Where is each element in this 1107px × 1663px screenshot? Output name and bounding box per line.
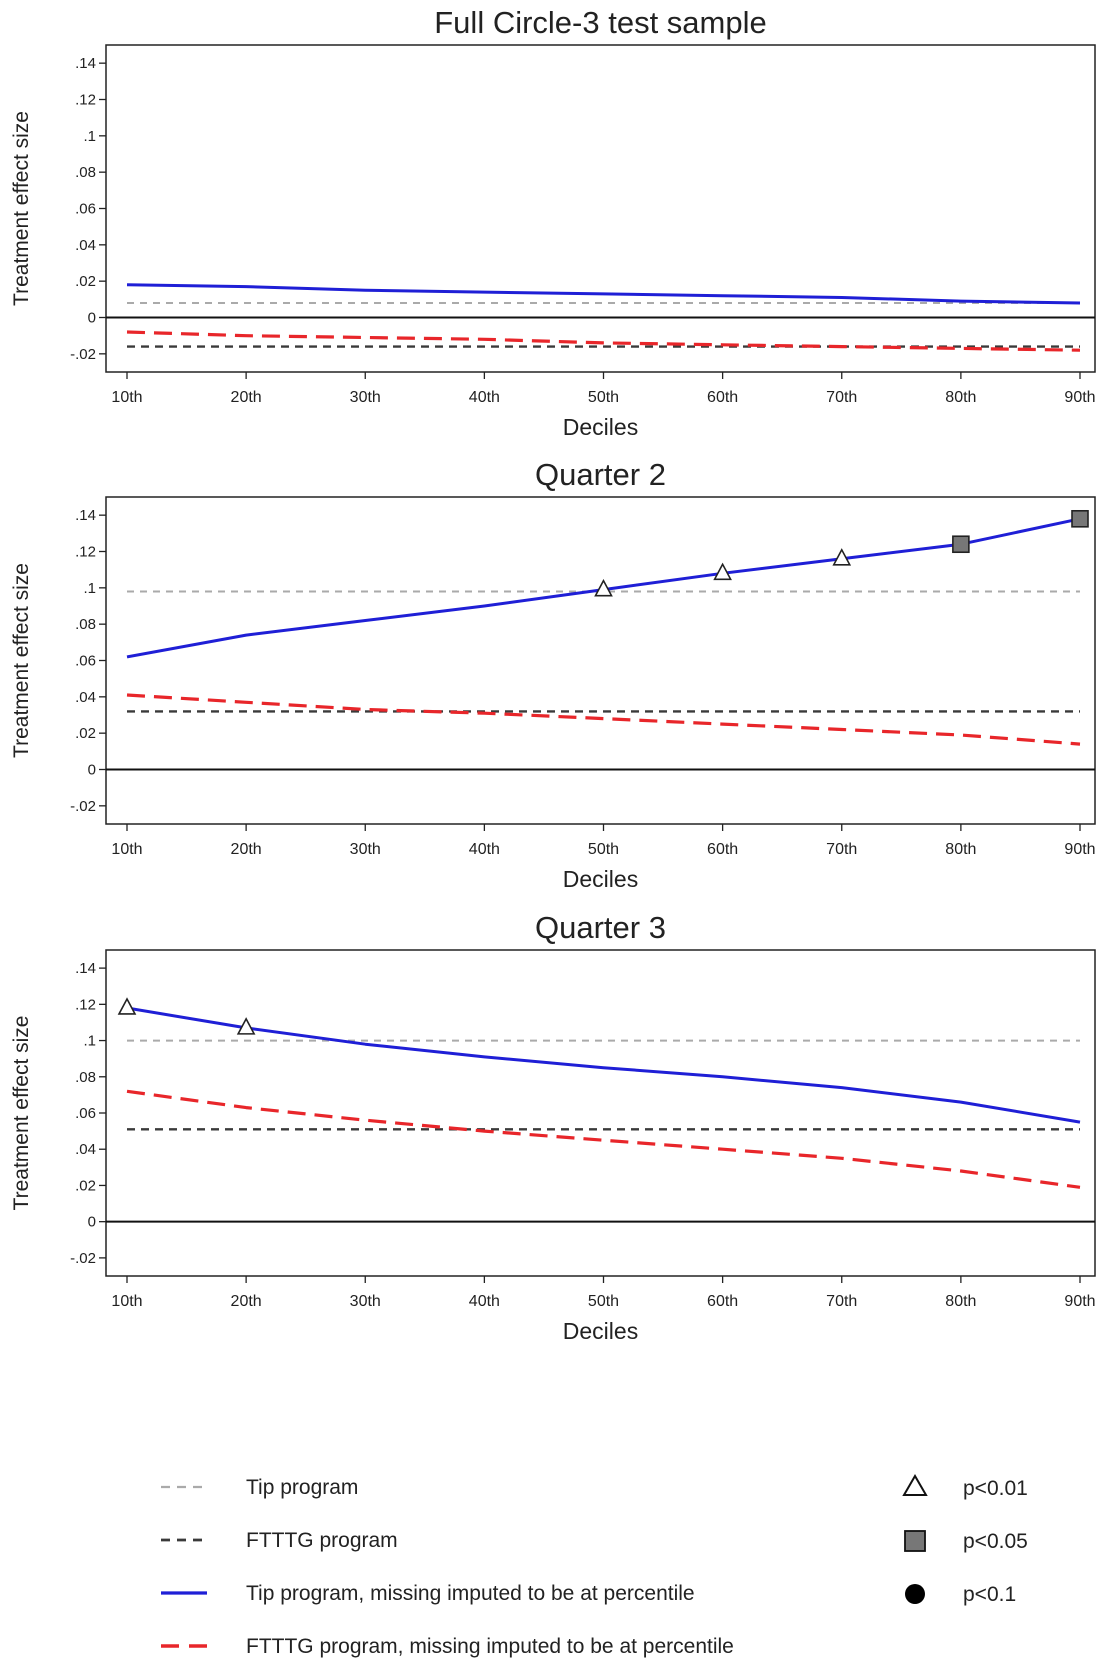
x-tick-label: 10th bbox=[111, 389, 142, 406]
legend-label: FTTTG program bbox=[246, 1529, 398, 1552]
legend-marker-square bbox=[904, 1530, 926, 1552]
x-tick-label: 30th bbox=[350, 841, 381, 858]
data-point-marker-triangle bbox=[117, 997, 137, 1015]
y-tick-label: .04 bbox=[75, 1141, 96, 1158]
data-point-marker-triangle bbox=[832, 548, 852, 566]
data-point-marker-triangle bbox=[713, 562, 732, 581]
x-tick-label: 40th bbox=[469, 1293, 500, 1310]
legend-marker-triangle bbox=[902, 1474, 928, 1496]
x-tick-label: 70th bbox=[826, 389, 857, 406]
x-tick-label: 60th bbox=[707, 1293, 738, 1310]
x-tick-label: 30th bbox=[350, 389, 381, 406]
y-tick-label: 0 bbox=[88, 1214, 96, 1231]
chart-title: Full Circle-3 test sample bbox=[434, 5, 766, 40]
legend-marker-label: p<0.05 bbox=[963, 1530, 1028, 1553]
x-tick-label: 60th bbox=[707, 389, 738, 406]
y-tick-label: .02 bbox=[75, 725, 96, 742]
y-tick-label: .14 bbox=[75, 55, 96, 72]
y-tick-label: -.02 bbox=[70, 1250, 96, 1267]
legend-square-icon bbox=[904, 1530, 926, 1552]
y-tick-label: .06 bbox=[75, 201, 96, 218]
legend-label: Tip program bbox=[246, 1476, 358, 1499]
x-tick-label: 50th bbox=[588, 389, 619, 406]
series-line-tip-pct bbox=[126, 283, 1081, 305]
legend-label: Tip program, missing imputed to be at pe… bbox=[246, 1582, 695, 1605]
x-tick-label: 90th bbox=[1064, 1293, 1095, 1310]
x-tick-label: 90th bbox=[1064, 841, 1095, 858]
series-line-ftttg-pct bbox=[126, 693, 1081, 746]
x-tick-label: 30th bbox=[350, 1293, 381, 1310]
series-line-tip-pct bbox=[126, 1006, 1081, 1124]
y-tick-label: .12 bbox=[75, 92, 96, 109]
chart-title: Quarter 2 bbox=[535, 457, 666, 492]
series-line-ftttg-pct bbox=[126, 330, 1081, 352]
x-axis-label: Deciles bbox=[563, 1318, 638, 1344]
y-tick-label: .02 bbox=[75, 273, 96, 290]
legend-marker-label: p<0.1 bbox=[963, 1583, 1016, 1606]
x-tick-label: 80th bbox=[945, 389, 976, 406]
y-tick-label: .1 bbox=[83, 580, 96, 597]
x-tick-label: 90th bbox=[1064, 389, 1095, 406]
y-tick-label: .08 bbox=[75, 1069, 96, 1086]
x-axis-label: Deciles bbox=[563, 866, 638, 892]
y-tick-label: .12 bbox=[75, 544, 96, 561]
x-tick-label: 20th bbox=[231, 389, 262, 406]
x-tick-label: 40th bbox=[469, 841, 500, 858]
legend-circle-icon bbox=[905, 1584, 925, 1604]
y-tick-label: .08 bbox=[75, 164, 96, 181]
y-tick-label: 0 bbox=[88, 762, 96, 779]
data-point-marker-square bbox=[952, 535, 970, 554]
x-tick-label: 80th bbox=[945, 1293, 976, 1310]
x-tick-label: 60th bbox=[707, 841, 738, 858]
plot-frame bbox=[105, 949, 1096, 1277]
legend-marker-label: p<0.01 bbox=[963, 1477, 1028, 1500]
x-tick-label: 10th bbox=[111, 841, 142, 858]
chart-panel-1: Full Circle-3 test sample -.02 0 .02 .04 .06.… bbox=[10, 5, 1096, 440]
y-tick-label: .14 bbox=[75, 507, 96, 524]
chart-panel-2: Quarter 2 -.02 0 .02 .04 .06 .08 .1 .12 .14 10th 20… bbox=[10, 457, 1096, 892]
y-tick-label: .1 bbox=[83, 1033, 96, 1050]
chart-title: Quarter 3 bbox=[535, 910, 666, 945]
x-tick-label: 50th bbox=[588, 1293, 619, 1310]
y-tick-label: -.02 bbox=[70, 346, 96, 363]
y-tick-label: .06 bbox=[75, 1105, 96, 1122]
y-axis-label: Treatment effect size bbox=[10, 1016, 33, 1211]
chart-panels: Full Circle-3 test sample -.02 0 .02 .04 .06.… bbox=[10, 5, 1096, 1344]
legend: Tip program FTTTG program Tip program, mis… bbox=[161, 1474, 1028, 1658]
series-line-ftttg-pct bbox=[126, 1089, 1081, 1189]
x-tick-label: 20th bbox=[231, 1293, 262, 1310]
x-tick-label: 70th bbox=[826, 1293, 857, 1310]
y-tick-label: .12 bbox=[75, 996, 96, 1013]
x-tick-label: 70th bbox=[826, 841, 857, 858]
legend-label: FTTTG program, missing imputed to be at … bbox=[246, 1635, 734, 1658]
y-tick-label: .04 bbox=[75, 689, 96, 706]
legend-triangle-icon bbox=[902, 1474, 928, 1496]
y-axis-label: Treatment effect size bbox=[10, 111, 33, 306]
data-point-marker-square bbox=[1071, 509, 1089, 528]
legend-marker-circle bbox=[905, 1584, 925, 1604]
y-tick-label: .14 bbox=[75, 960, 96, 977]
y-axis-label: Treatment effect size bbox=[10, 563, 33, 758]
x-tick-label: 10th bbox=[111, 1293, 142, 1310]
x-tick-label: 80th bbox=[945, 841, 976, 858]
chart-panel-3: Quarter 3 -.02 0 .02 .04 .06 .08 .1 .12 .14 10th 20… bbox=[10, 910, 1096, 1344]
y-tick-label: .08 bbox=[75, 616, 96, 633]
y-tick-label: .06 bbox=[75, 653, 96, 670]
x-tick-label: 20th bbox=[231, 841, 262, 858]
y-tick-label: 0 bbox=[88, 310, 96, 327]
y-tick-label: .04 bbox=[75, 237, 96, 254]
data-point-marker-triangle bbox=[594, 578, 613, 597]
y-tick-label: -.02 bbox=[70, 798, 96, 815]
x-axis-label: Deciles bbox=[563, 414, 638, 440]
y-tick-label: .02 bbox=[75, 1177, 96, 1194]
y-tick-label: .1 bbox=[83, 128, 96, 145]
plot-frame bbox=[105, 44, 1096, 373]
x-tick-label: 40th bbox=[469, 389, 500, 406]
data-point-marker-triangle bbox=[236, 1017, 256, 1035]
x-tick-label: 50th bbox=[588, 841, 619, 858]
